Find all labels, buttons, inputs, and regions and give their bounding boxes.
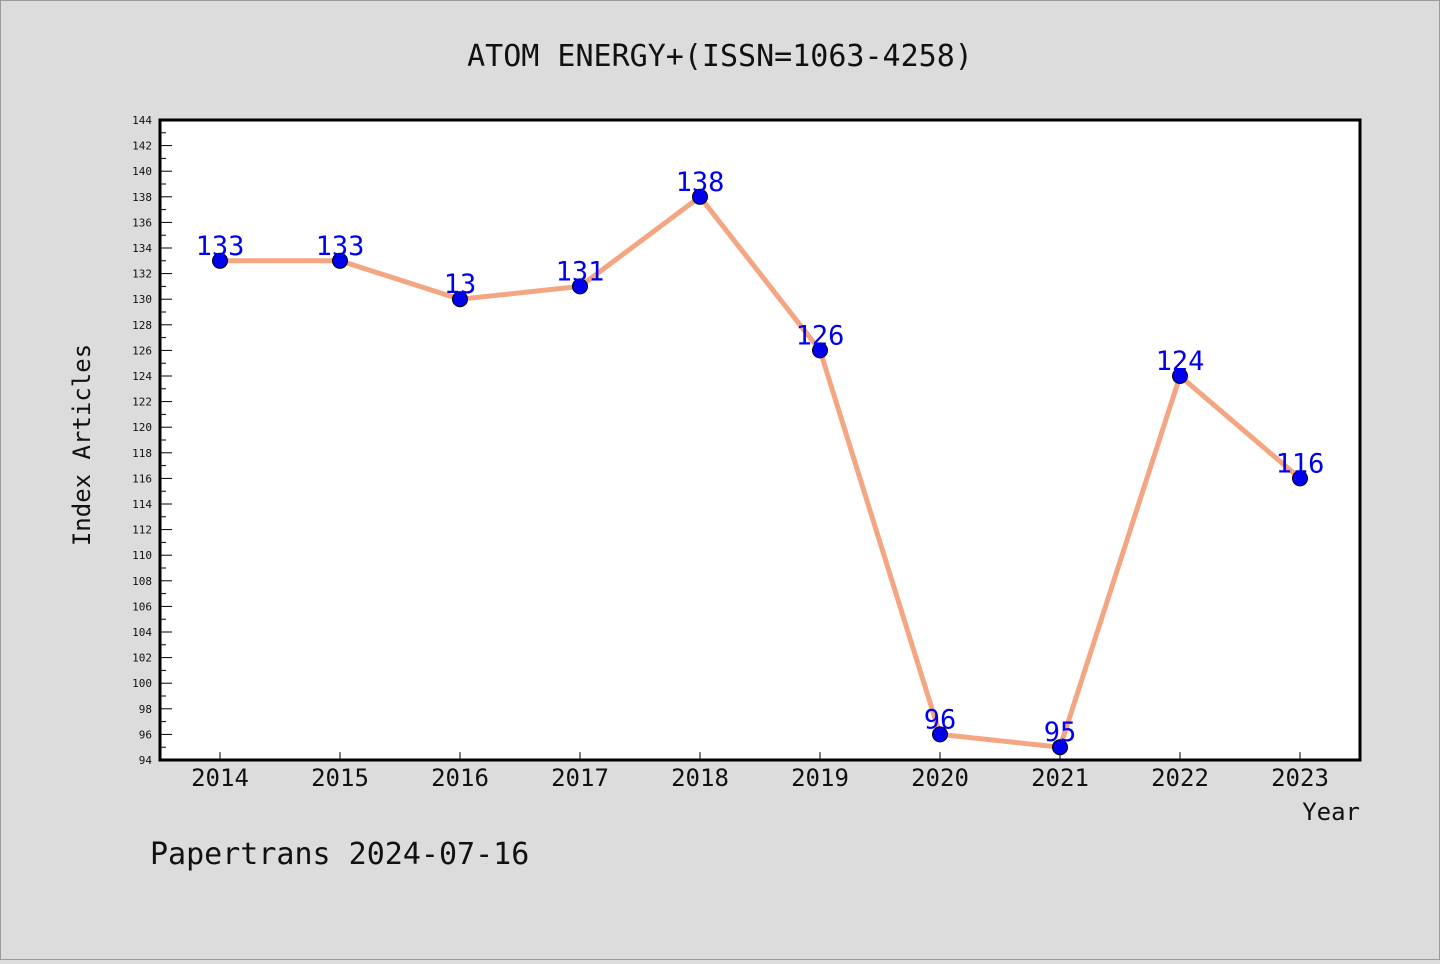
y-tick-label: 144 — [132, 114, 152, 127]
data-label: 126 — [796, 320, 845, 351]
y-tick-label: 120 — [132, 421, 152, 434]
y-tick-label: 106 — [132, 600, 152, 613]
data-point — [932, 726, 948, 743]
data-point — [1052, 739, 1068, 756]
data-label: 133 — [196, 231, 245, 262]
x-tick-label: 2022 — [1151, 764, 1209, 792]
data-label: 124 — [1156, 346, 1205, 377]
chart-title: ATOM ENERGY+(ISSN=1063-4258) — [467, 39, 973, 74]
data-point — [572, 278, 588, 295]
x-axis: 2014 2015 2016 2017 2018 2019 2020 2021 2022 2023 — [191, 752, 1329, 792]
x-tick-label: 2023 — [1271, 764, 1329, 792]
x-tick-label: 2015 — [311, 764, 369, 792]
x-tick-label: 2014 — [191, 764, 249, 792]
y-tick-label: 136 — [132, 216, 152, 229]
data-point — [692, 188, 708, 205]
data-point — [332, 252, 348, 269]
data-point — [1172, 368, 1188, 384]
y-tick-label: 140 — [132, 165, 152, 178]
data-point — [212, 252, 228, 269]
y-tick-label: 128 — [132, 319, 152, 332]
data-label: 138 — [676, 167, 725, 198]
data-label: 13 — [444, 269, 477, 300]
y-tick-label: 108 — [132, 575, 152, 588]
y-tick-label: 130 — [132, 293, 152, 306]
y-tick-label: 124 — [132, 370, 152, 383]
y-tick-label: 98 — [139, 703, 152, 716]
data-label: 96 — [924, 704, 957, 735]
data-labels: 133 133 13 131 138 126 96 95 124 116 — [196, 167, 1325, 748]
x-axis-label: Year — [1302, 798, 1360, 826]
y-tick-label: 102 — [132, 652, 152, 665]
data-point — [452, 291, 468, 308]
data-point — [1292, 470, 1308, 487]
data-label: 116 — [1276, 448, 1325, 479]
series-line — [217, 194, 1303, 750]
y-tick-label: 96 — [139, 728, 152, 741]
data-label: 133 — [316, 231, 365, 262]
y-tick-label: 100 — [132, 677, 152, 690]
y-tick-label: 126 — [132, 344, 152, 357]
y-tick-label: 110 — [132, 549, 152, 562]
y-tick-label: 114 — [132, 498, 152, 511]
plot-area — [158, 118, 1362, 762]
y-tick-label: 112 — [132, 524, 152, 537]
y-tick-label: 104 — [132, 626, 152, 639]
data-point — [812, 342, 828, 359]
x-tick-label: 2017 — [551, 764, 609, 792]
y-axis-label: Index Articles — [68, 344, 96, 546]
y-tick-label: 94 — [139, 754, 153, 767]
y-axis: 94 96 98 100 102 104 106 108 110 112 114 116 118 120 1… — [132, 114, 172, 767]
y-tick-label: 118 — [132, 447, 152, 460]
series-polyline — [217, 194, 1303, 750]
y-tick-label: 116 — [132, 472, 152, 485]
y-tick-label: 132 — [132, 268, 152, 281]
y-tick-label: 122 — [132, 396, 152, 409]
x-tick-label: 2018 — [671, 764, 729, 792]
y-tick-label: 138 — [132, 191, 152, 204]
series-markers — [212, 188, 1308, 756]
footer-credit: Papertrans 2024-07-16 — [150, 837, 529, 872]
x-tick-label: 2019 — [791, 764, 849, 792]
data-label: 131 — [556, 256, 605, 287]
y-tick-label: 142 — [132, 140, 152, 153]
x-tick-label: 2020 — [911, 764, 969, 792]
y-tick-label: 134 — [132, 242, 152, 255]
x-tick-label: 2016 — [431, 764, 489, 792]
x-tick-label: 2021 — [1031, 764, 1089, 792]
data-label: 95 — [1044, 717, 1077, 748]
